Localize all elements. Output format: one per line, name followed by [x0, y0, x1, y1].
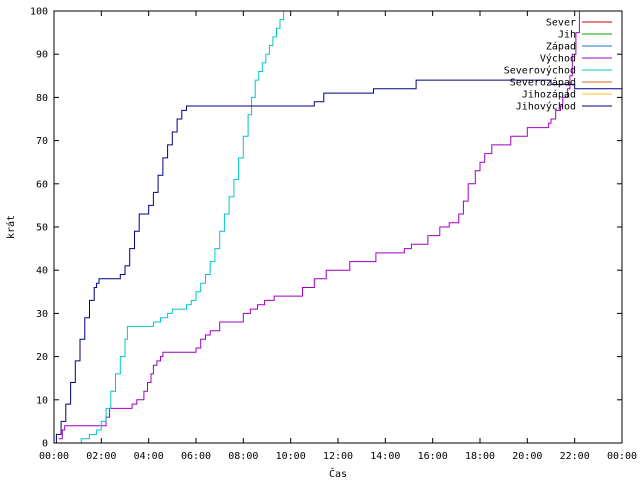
y-tick-label: 40: [36, 266, 48, 277]
y-tick-label: 10: [36, 395, 48, 406]
legend-label: Severozápad: [510, 77, 576, 89]
y-tick-label: 20: [36, 352, 48, 363]
x-tick-label: 02:00: [86, 451, 116, 462]
legend-label: Jihovýchod: [516, 101, 576, 113]
x-tick-label: 14:00: [370, 451, 400, 462]
y-tick-label: 90: [36, 50, 48, 61]
series-line-7: [54, 79, 622, 444]
legend-label: Východ: [540, 53, 576, 65]
x-tick-label: 00:00: [607, 451, 637, 462]
y-tick-label: 80: [36, 93, 48, 104]
x-axis-label: Čas: [329, 467, 347, 480]
x-tick-label: 00:00: [39, 451, 69, 462]
x-tick-label: 10:00: [276, 451, 306, 462]
legend-label: Severovýchod: [504, 65, 576, 77]
x-tick-label: 12:00: [323, 451, 353, 462]
legend-label: Jih: [558, 30, 576, 41]
x-tick-label: 20:00: [512, 451, 542, 462]
y-tick-label: 60: [36, 179, 48, 190]
x-tick-label: 08:00: [228, 451, 258, 462]
y-tick-label: 30: [36, 309, 48, 320]
x-tick-label: 22:00: [560, 451, 590, 462]
x-axis-ticks: 00:00 02:00 04:00 06:00 08:00 10:00 12:00 14:00…: [39, 11, 637, 462]
y-tick-label: 70: [36, 136, 48, 147]
y-axis-ticks: 0 10 20 30 40 50 60 70 80 90 100: [30, 7, 622, 450]
x-tick-label: 16:00: [418, 451, 448, 462]
legend-label: Sever: [546, 18, 576, 29]
plot-lines: [54, 11, 622, 444]
legend: SeverJihZápadVýchodSeverovýchodSeverozáp…: [504, 18, 612, 113]
x-tick-label: 06:00: [181, 451, 211, 462]
y-tick-label: 100: [30, 7, 48, 18]
legend-label: Jihozápad: [522, 89, 576, 101]
x-tick-label: 18:00: [465, 451, 495, 462]
series-line-4: [77, 11, 285, 444]
y-tick-label: 0: [42, 439, 48, 450]
x-tick-label: 04:00: [134, 451, 164, 462]
series-line-3: [58, 11, 580, 440]
y-axis-label: krát: [5, 215, 17, 239]
y-tick-label: 50: [36, 223, 48, 234]
legend-label: Západ: [546, 41, 576, 53]
